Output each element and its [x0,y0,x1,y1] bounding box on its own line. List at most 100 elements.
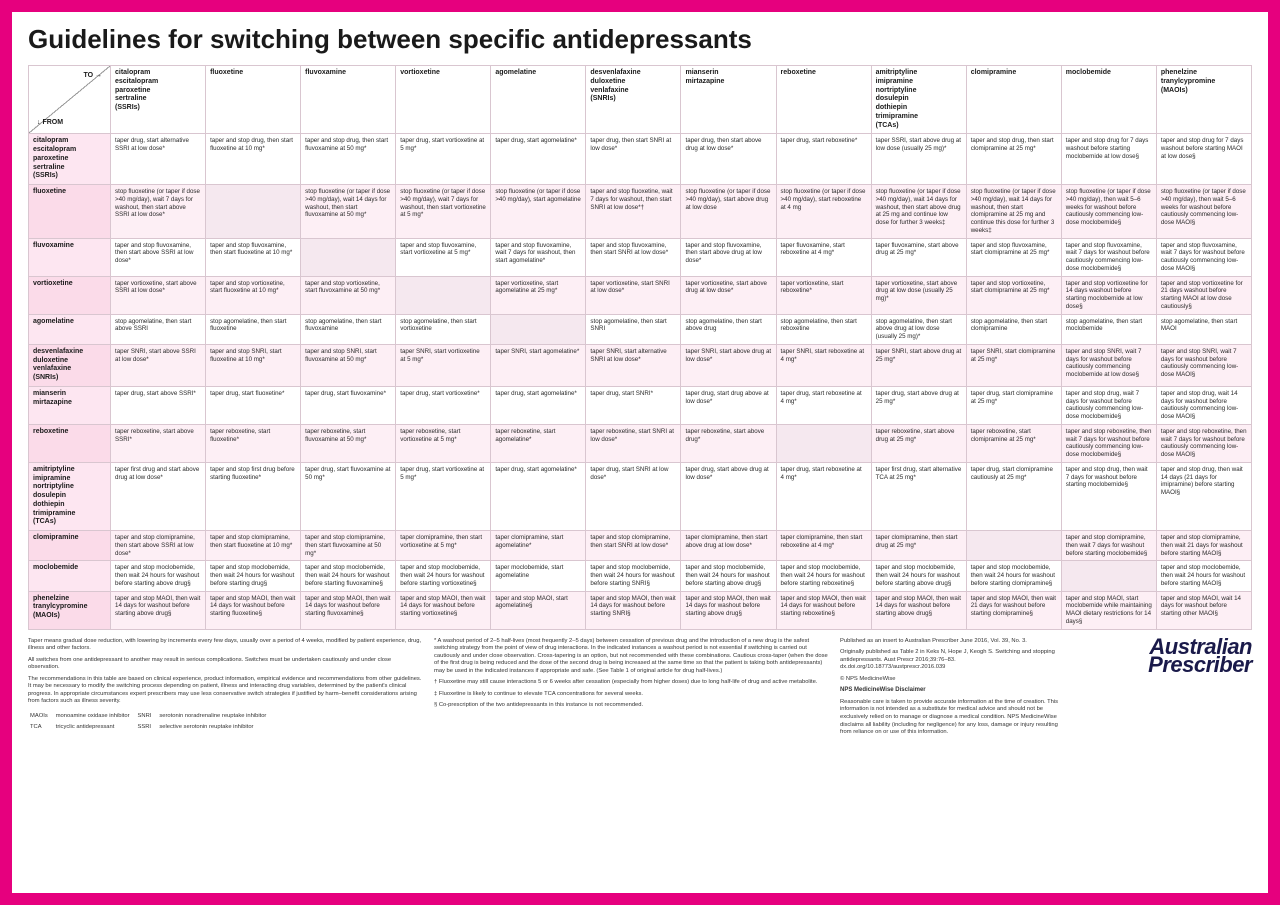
table-cell: taper and stop moclobemide, then wait 24… [301,561,396,591]
table-cell: taper clomipramine, then start reboxetin… [776,531,871,561]
table-cell: taper fluvoxamine, start above drug at 2… [871,238,966,276]
table-cell [206,185,301,239]
table-cell: taper and stop fluvoxamine, wait 7 days … [1061,238,1156,276]
copyright: © NPS MedicineWise [840,676,1060,684]
table-cell: taper and stop vortioxetine, start fluox… [206,276,301,314]
table-cell [1061,561,1156,591]
row-header: citalopramescitalopramparoxetinesertrali… [29,134,111,185]
table-cell: taper and stop fluvoxamine, start clomip… [966,238,1061,276]
table-cell: taper and stop drug for 7 days washout b… [1156,134,1251,185]
table-cell: taper drug, start vortioxetine* [396,386,491,424]
table-cell: taper reboxetine, start above drug at 25… [871,424,966,462]
table-cell: stop fluoxetine (or taper if dose >40 mg… [1156,185,1251,239]
row-header: mianserinmirtazapine [29,386,111,424]
table-cell: stop agomelatine, then start above SSRI [111,314,206,344]
abbrev: SSRI [138,723,158,733]
table-cell: stop agomelatine, then start reboxetine [776,314,871,344]
row-header: desvenlafaxineduloxetinevenlafaxine(SNRI… [29,344,111,386]
table-cell: stop fluoxetine (or taper if dose >40 mg… [966,185,1061,239]
table-cell: taper drug, start fluoxetine* [206,386,301,424]
table-cell: stop fluoxetine (or taper if dose >40 mg… [1061,185,1156,239]
table-cell: taper clomipramine, then start vortioxet… [396,531,491,561]
table-cell: taper and stop first drug before startin… [206,462,301,530]
table-cell: taper and stop drug, wait 7 days for was… [1061,386,1156,424]
row-header: moclobemide [29,561,111,591]
table-cell: taper drug, start above drug at low dose… [681,462,776,530]
table-cell: taper drug, start agomelatine* [491,134,586,185]
table-cell: taper first drug, start alternative TCA … [871,462,966,530]
abbrev: TCA [30,723,54,733]
table-cell: taper and stop reboxetine, then wait 7 d… [1061,424,1156,462]
table-cell: taper drug, start reboxetine at 4 mg* [776,386,871,424]
table-cell: taper and stop vortioxetine, start fluvo… [301,276,396,314]
table-cell: taper and stop drug, wait 14 days for wa… [1156,386,1251,424]
table-cell: taper reboxetine, start SNRI at low dose… [586,424,681,462]
table-cell: taper reboxetine, start clomipramine at … [966,424,1061,462]
table-cell: taper SNRI, start alternative SNRI at lo… [586,344,681,386]
table-cell: taper reboxetine, start fluvoxamine at 5… [301,424,396,462]
table-cell: taper drug, start agomelatine* [491,386,586,424]
table-cell: taper drug, start clomipramine cautiousl… [966,462,1061,530]
table-cell [301,238,396,276]
table-cell: taper and stop fluvoxamine, wait 7 days … [491,238,586,276]
footer-logo: Australian Prescriber [1072,638,1252,741]
table-cell: taper clomipramine, start agomelatine* [491,531,586,561]
publication-ref: Originally published as Table 2 in Keks … [840,649,1060,672]
abbrev: selective serotonin reuptake inhibitor [159,723,272,733]
table-cell: taper and stop MAOI, start moclobemide w… [1061,591,1156,629]
table-cell: taper moclobemide, start agomelatine [491,561,586,591]
row-header: clomipramine [29,531,111,561]
table-cell: taper and stop MAOI, then wait 14 days f… [871,591,966,629]
table-cell: taper SNRI, start reboxetine at 4 mg* [776,344,871,386]
table-cell: taper and stop fluvoxamine, wait 7 days … [1156,238,1251,276]
table-cell: stop agomelatine, then start above drug [681,314,776,344]
table-cell: taper SNRI, start above drug at low dose… [681,344,776,386]
table-cell: taper vortioxetine, start above SSRI at … [111,276,206,314]
abbrev: serotonin noradrenaline reuptake inhibit… [159,712,272,722]
table-cell [491,314,586,344]
table-cell: taper and stop MAOI, then wait 21 days f… [966,591,1061,629]
abbrev: tricyclic antidepressant [56,723,136,733]
row-header: fluvoxamine [29,238,111,276]
table-cell: taper vortioxetine, start agomelatine at… [491,276,586,314]
table-cell: taper and stop MAOI, then wait 14 days f… [206,591,301,629]
table-cell: taper and stop vortioxetine, start clomi… [966,276,1061,314]
table-cell: taper and stop MAOI, then wait 14 days f… [301,591,396,629]
table-cell: taper and stop MAOI, then wait 14 days f… [776,591,871,629]
column-header: clomipramine [966,66,1061,134]
table-cell: taper and stop moclobemide, then wait 24… [1156,561,1251,591]
row-header: reboxetine [29,424,111,462]
row-header: amitriptylineimipraminenortriptylinedosu… [29,462,111,530]
footer-recommendations-note: The recommendations in this table are ba… [28,676,422,706]
table-cell: taper drug, start clomipramine at 25 mg* [966,386,1061,424]
footnote-section: § Co-prescription of the two antidepress… [434,702,828,710]
column-header: fluvoxamine [301,66,396,134]
publisher-logo: Australian Prescriber [1148,638,1252,675]
column-header: mianserinmirtazapine [681,66,776,134]
switching-table: TO → ↓ FROM citalopramescitalopramparoxe… [28,65,1252,630]
table-cell [776,424,871,462]
table-cell: taper drug, start SNRI* [586,386,681,424]
table-cell: taper and stop clomipramine, then wait 7… [1061,531,1156,561]
table-cell: taper vortioxetine, start SNRI at low do… [586,276,681,314]
table-cell: taper first drug and start above drug at… [111,462,206,530]
table-cell: taper and stop vortioxetine for 21 days … [1156,276,1251,314]
table-cell: taper reboxetine, start vortioxetine at … [396,424,491,462]
table-cell: taper clomipramine, then start above dru… [681,531,776,561]
table-cell: taper drug, start reboxetine at 4 mg* [776,462,871,530]
from-label: ↓ FROM [37,119,63,128]
table-cell: taper drug, start SNRI at low dose* [586,462,681,530]
table-cell: taper and stop fluvoxamine, then start a… [681,238,776,276]
table-cell: taper and stop fluvoxamine, then start f… [206,238,301,276]
table-cell: taper and stop drug, then wait 7 days fo… [1061,462,1156,530]
footnote-star: * A washout period of 2–5 half-lives (mo… [434,638,828,676]
column-header: moclobemide [1061,66,1156,134]
table-cell: taper and stop moclobemide, then wait 24… [206,561,301,591]
table-cell: taper and stop SNRI, start fluvoxamine a… [301,344,396,386]
footer-col-pub: Published as an insert to Australian Pre… [840,638,1060,741]
table-cell: taper vortioxetine, start above drug at … [871,276,966,314]
table-cell: taper and stop moclobemide, then wait 24… [111,561,206,591]
table-cell: taper fluvoxamine, start reboxetine at 4… [776,238,871,276]
table-cell: taper drug, start vortioxetine at 5 mg* [396,462,491,530]
table-cell: stop fluoxetine (or taper if dose >40 mg… [871,185,966,239]
